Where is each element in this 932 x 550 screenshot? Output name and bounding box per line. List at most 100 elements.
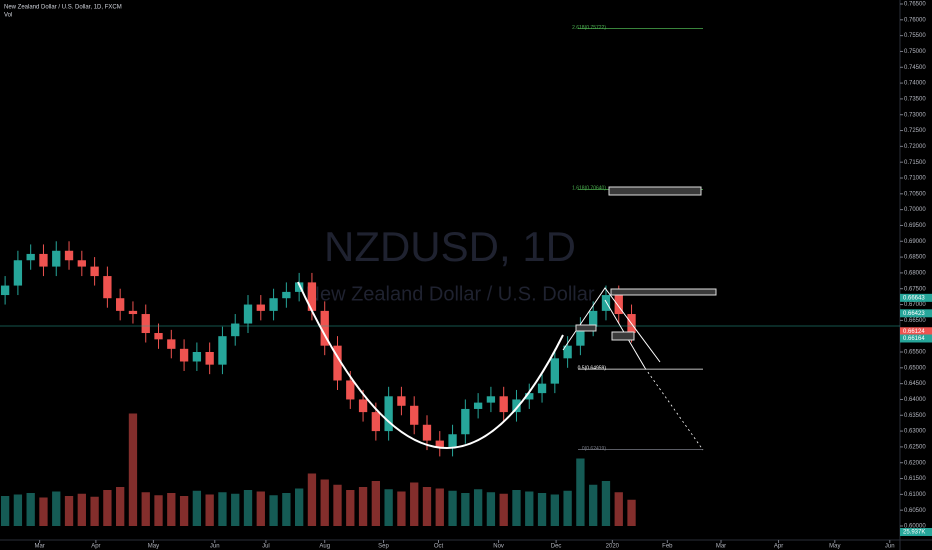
candle-body (525, 393, 534, 400)
volume-bar (231, 493, 240, 526)
y-tick-label: 0.75500 (904, 33, 926, 39)
y-tick-label: 0.60500 (904, 508, 926, 514)
volume-bar (167, 493, 176, 526)
candle-body (167, 339, 176, 349)
candle-body (269, 298, 278, 311)
x-tick-label: May (829, 544, 840, 550)
y-tick-label: 0.76000 (904, 17, 926, 23)
candle-body (13, 260, 23, 286)
volume-bar (435, 488, 444, 526)
volume-bar (346, 490, 355, 526)
candle-body (473, 402, 483, 409)
volume-bar (116, 487, 125, 526)
candle-body (614, 295, 623, 315)
x-tick-label: Nov (493, 544, 504, 550)
x-tick-label: Jul (262, 544, 270, 550)
fib-label: 2.618(0.75722) (572, 25, 606, 31)
candle-body (116, 298, 125, 311)
volume-bar (282, 493, 291, 526)
volume-bar (218, 492, 227, 526)
x-tick-label: Aug (319, 544, 330, 550)
volume-bar (563, 490, 572, 526)
candle-body (307, 282, 317, 311)
volume-bar (614, 492, 623, 526)
fib-label: 0.5(0.64959) (578, 365, 607, 371)
price-tag-label: 0.66423 (903, 311, 925, 317)
volume-bar (473, 489, 483, 526)
x-tick-label: Mar (716, 544, 726, 550)
x-tick-label: Apr (774, 544, 783, 550)
volume-bar (384, 489, 393, 526)
volume-bar (371, 481, 381, 526)
y-tick-label: 0.73000 (904, 112, 926, 118)
y-tick-label: 0.74000 (904, 81, 926, 87)
candle-body (103, 276, 112, 299)
volume-bar (576, 458, 585, 526)
volume-bar (358, 487, 368, 526)
candle-body (346, 380, 355, 400)
volume-bar (499, 493, 508, 526)
y-tick-label: 0.71000 (904, 176, 926, 182)
retest-box (611, 331, 635, 341)
y-tick-label: 0.62000 (904, 460, 926, 466)
volume-bar (243, 490, 253, 526)
y-tick-label: 0.65000 (904, 365, 926, 371)
x-tick-label: 2020 (606, 544, 620, 550)
candle-body (205, 352, 214, 365)
x-tick-label: Apr (91, 544, 100, 550)
candle-body (358, 399, 368, 413)
y-tick-label: 0.69500 (904, 223, 926, 229)
x-tick-label: Sep (378, 544, 389, 550)
y-tick-label: 0.63000 (904, 429, 926, 435)
candle-body (448, 434, 457, 447)
y-tick-label: 0.67500 (904, 286, 926, 292)
volume-tag-label: 25.937K (903, 530, 925, 536)
candle-body (128, 310, 138, 315)
x-tick-label: Feb (662, 544, 673, 550)
y-tick-label: 0.74500 (904, 65, 926, 71)
volume-tag (900, 528, 932, 536)
volume-bar (512, 490, 521, 526)
volume-bar (537, 493, 547, 526)
volume-bar (64, 496, 74, 526)
target-box (608, 186, 702, 196)
x-tick-label: Mar (34, 544, 44, 550)
y-tick-label: 0.65500 (904, 350, 926, 356)
candle-body (410, 405, 419, 425)
candle-body (0, 285, 10, 296)
volume-bar (307, 473, 317, 526)
y-tick-label: 0.75000 (904, 49, 926, 55)
y-tick-label: 0.68500 (904, 255, 926, 261)
volume-bar (179, 496, 189, 526)
volume-bar (486, 492, 496, 526)
volume-title: Vol (4, 13, 12, 19)
y-tick-label: 0.70500 (904, 191, 926, 197)
volume-bar (77, 493, 86, 526)
candle-body (243, 304, 253, 324)
y-tick-label: 0.64000 (904, 397, 926, 403)
volume-bar (128, 413, 138, 526)
candle-body (512, 399, 521, 413)
projection (644, 367, 704, 451)
candle-body (64, 250, 74, 261)
candle-body (499, 396, 508, 413)
volume-bar (26, 493, 35, 526)
fib-label: 0(0.62419) (582, 446, 607, 452)
watermark: NZDUSD, 1D (324, 223, 576, 270)
price-tag-label: 0.66643 (903, 295, 925, 301)
drawings (297, 186, 717, 451)
volume-bar (13, 494, 23, 526)
volume-bar (256, 491, 265, 526)
price-tag (900, 327, 932, 336)
candle-body (77, 260, 86, 267)
price-tag (900, 293, 932, 302)
candle-body (320, 310, 329, 346)
candle-body (90, 266, 99, 277)
y-tick-label: 0.61500 (904, 476, 926, 482)
volume-bar (39, 497, 48, 526)
retest-box (575, 324, 597, 332)
candle-body (256, 304, 265, 311)
price-tag (900, 309, 932, 318)
candle-body (154, 333, 163, 340)
